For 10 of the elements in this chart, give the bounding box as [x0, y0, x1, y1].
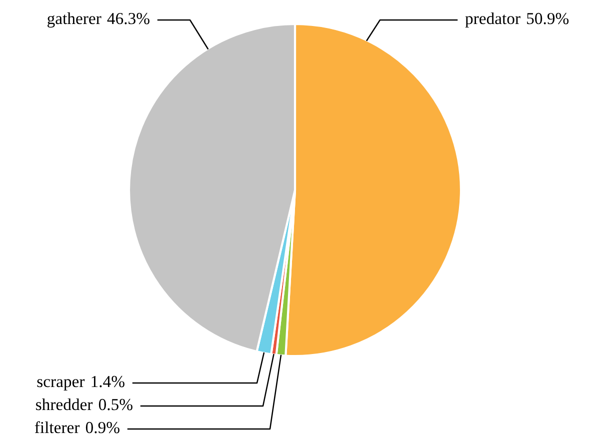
- slice-label: scraper: [37, 379, 85, 391]
- slice-label: predator: [465, 12, 520, 28]
- data-label: 46.3%: [107, 12, 150, 24]
- data-label: 0.5%: [98, 398, 132, 410]
- slice-label: filterer: [34, 421, 80, 434]
- slice-label: shredder: [36, 398, 93, 410]
- data-label: 0.9%: [86, 422, 120, 434]
- data-label: 50.9%: [527, 12, 569, 24]
- slice-label: gatherer: [48, 12, 102, 28]
- data-label: 1.4%: [92, 376, 124, 388]
